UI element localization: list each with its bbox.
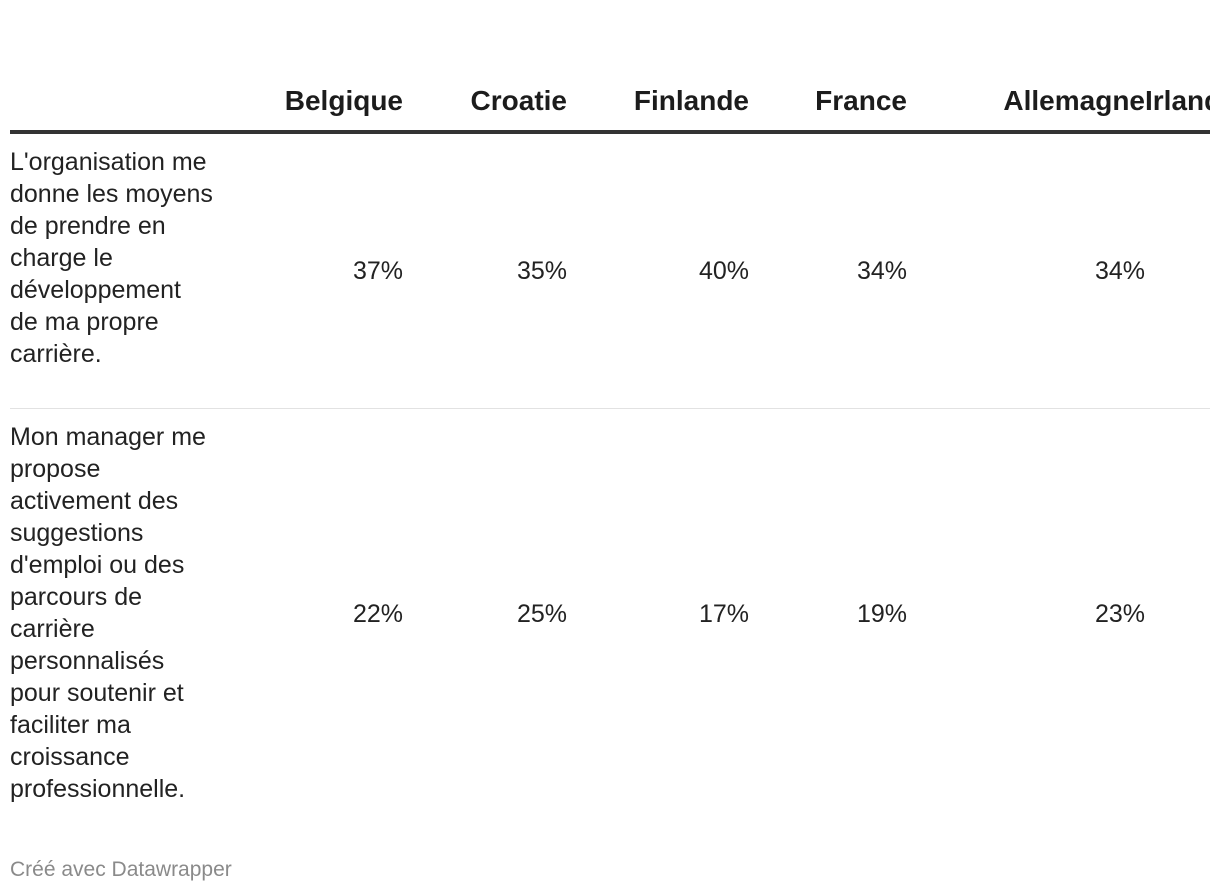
column-header-finlande: Finlande bbox=[567, 72, 749, 134]
column-header-belgique: Belgique bbox=[215, 72, 403, 134]
table-cell: 35% bbox=[403, 132, 567, 409]
table-cell bbox=[1145, 132, 1210, 409]
row-label: Mon manager me propose activement des su… bbox=[10, 423, 206, 803]
table-cell: 34% bbox=[907, 132, 1145, 409]
table-cell bbox=[1145, 409, 1210, 820]
header-corner bbox=[10, 72, 215, 134]
footer-credit: Créé avec Datawrapper bbox=[10, 858, 232, 881]
table-cell: 19% bbox=[856, 600, 907, 628]
column-header-allemagne: Allemagne bbox=[907, 72, 1145, 134]
table-cell: 17% bbox=[698, 600, 749, 628]
table-cell: 37% bbox=[215, 132, 403, 409]
header-row: Belgique Croatie Finlande France Allemag… bbox=[10, 72, 1210, 134]
column-header-irlande: Irlande bbox=[1145, 72, 1210, 134]
table-cell: 34% bbox=[749, 132, 907, 409]
column-header-france: France bbox=[749, 72, 907, 134]
row-label: L'organisation me donne les moyens de pr… bbox=[10, 132, 215, 409]
table-row: Mon manager me propose activement des su… bbox=[10, 409, 1210, 820]
table-cell: 40% bbox=[567, 132, 749, 409]
data-table: Belgique Croatie Finlande France Allemag… bbox=[10, 72, 1210, 819]
table-cell: 25% bbox=[516, 600, 567, 628]
table-row: L'organisation me donne les moyens de pr… bbox=[10, 132, 1210, 409]
table-cell: 23% bbox=[1094, 600, 1145, 628]
column-header-croatie: Croatie bbox=[403, 72, 567, 134]
table-cell: 22% bbox=[352, 600, 403, 628]
table-viewport: Belgique Croatie Finlande France Allemag… bbox=[10, 0, 1210, 896]
